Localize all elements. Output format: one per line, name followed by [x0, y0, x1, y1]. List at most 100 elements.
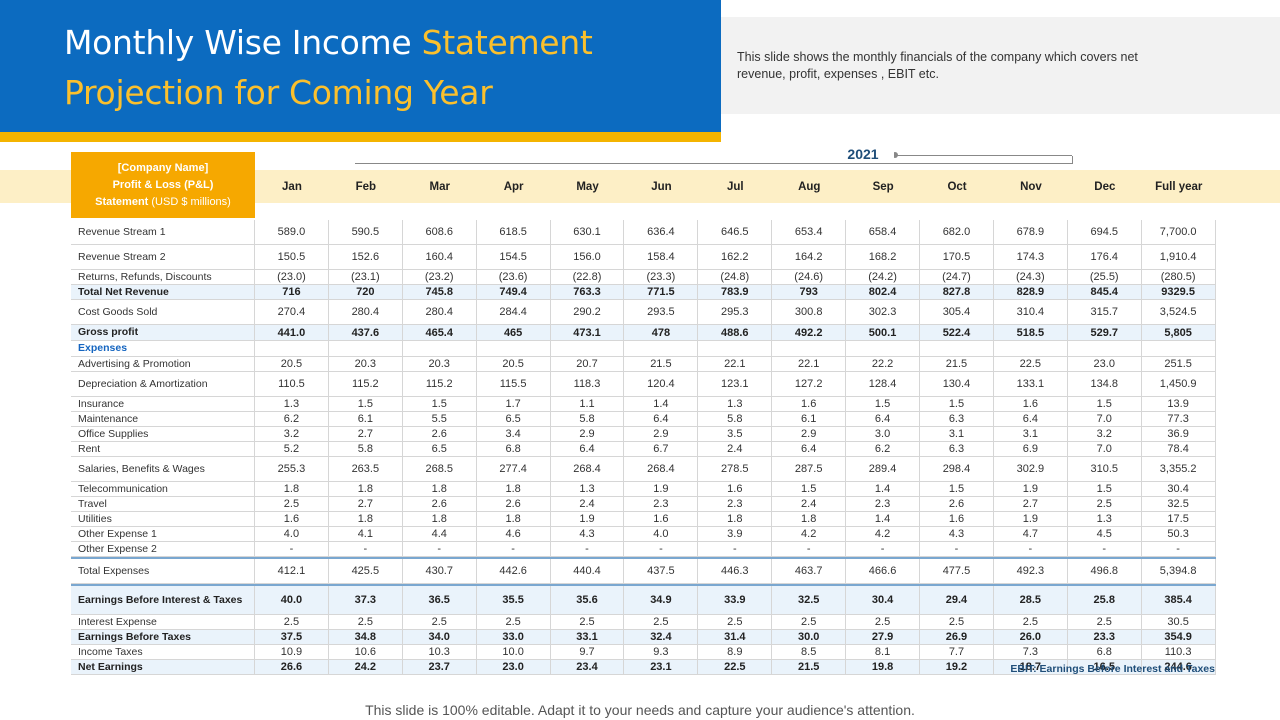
- table-cell: [255, 341, 329, 356]
- table-cell: 7.3: [994, 645, 1068, 659]
- table-row: Returns, Refunds, Discounts (23.0) (23.1)(…: [71, 270, 1216, 285]
- row-label: Other Expense 1: [71, 527, 255, 541]
- table-cell: 6.4: [772, 442, 847, 456]
- table-cell: 827.8: [920, 285, 994, 299]
- table-cell: 7.0: [1068, 412, 1142, 426]
- year-line-left: [355, 163, 1073, 164]
- table-cell: 496.8: [1068, 559, 1142, 583]
- table-cell: 6.9: [994, 442, 1068, 456]
- table-cell: 1.8: [255, 482, 329, 496]
- table-cell: 1.8: [477, 512, 551, 526]
- table-cell: -: [403, 542, 477, 556]
- table-cell: 29.4: [920, 586, 994, 614]
- table-cell: (23.6): [477, 270, 551, 284]
- table-cell: 31.4: [698, 630, 773, 644]
- table-cell: 10.0: [477, 645, 551, 659]
- row-label: Cost Goods Sold: [71, 300, 255, 324]
- table-cell: 518.5: [994, 325, 1068, 340]
- table-cell: 160.4: [403, 245, 477, 269]
- table-cell: 24.2: [329, 660, 403, 674]
- row-label: Interest Expense: [71, 615, 255, 629]
- table-cell: 5.5: [403, 412, 477, 426]
- row-label: Gross profit: [71, 325, 255, 340]
- table-cell: 2.4: [698, 442, 773, 456]
- table-cell: 37.3: [329, 586, 403, 614]
- row-label: Rent: [71, 442, 255, 456]
- title-part-3: Projection for Coming Year: [64, 73, 493, 112]
- table-cell: 268.4: [624, 457, 699, 481]
- table-cell: 694.5: [1068, 220, 1142, 244]
- table-cell: 305.4: [920, 300, 994, 324]
- table-cell: 2.5: [994, 615, 1068, 629]
- income-table: Revenue Stream 1 589.0 590.5 608.6 618.5 630.…: [71, 220, 1216, 675]
- table-row: Expenses: [71, 341, 1216, 357]
- table-cell: 500.1: [846, 325, 921, 340]
- table-cell: 30.4: [846, 586, 921, 614]
- row-label: Earnings Before Interest & Taxes: [71, 586, 255, 614]
- table-cell: 1.6: [772, 397, 847, 411]
- table-cell: 118.3: [551, 372, 625, 396]
- table-cell: 2.6: [403, 427, 477, 441]
- table-cell: 36.5: [403, 586, 477, 614]
- table-cell: [772, 341, 847, 356]
- table-cell: 20.5: [255, 357, 329, 371]
- table-cell: 263.5: [329, 457, 403, 481]
- table-cell: 6.2: [846, 442, 921, 456]
- table-cell: 1.8: [403, 482, 477, 496]
- table-cell: -: [994, 542, 1068, 556]
- table-cell: (23.1): [329, 270, 403, 284]
- company-pl-label: Profit & Loss (P&L): [112, 178, 214, 191]
- table-cell: 5,805: [1142, 325, 1216, 340]
- table-cell: 590.5: [329, 220, 403, 244]
- table-cell: 33.1: [551, 630, 625, 644]
- table-cell: [846, 341, 921, 356]
- title-part-2: Statement: [421, 23, 593, 62]
- table-cell: 636.4: [624, 220, 699, 244]
- column-header: May: [576, 180, 599, 193]
- table-cell: 30.4: [1142, 482, 1216, 496]
- table-cell: 1.5: [846, 397, 921, 411]
- title-part-1: Monthly Wise Income: [64, 23, 422, 62]
- table-cell: 1.6: [698, 482, 773, 496]
- table-cell: 2.6: [403, 497, 477, 511]
- table-cell: 36.9: [1142, 427, 1216, 441]
- table-cell: 492.2: [772, 325, 847, 340]
- row-label: Net Earnings: [71, 660, 255, 674]
- table-row: Depreciation & Amortization 110.5 115.2 115…: [71, 372, 1216, 397]
- column-header: Full year: [1155, 180, 1203, 193]
- table-cell: 13.9: [1142, 397, 1216, 411]
- table-cell: 10.6: [329, 645, 403, 659]
- table-cell: 287.5: [772, 457, 847, 481]
- table-cell: 2.5: [1068, 497, 1142, 511]
- table-cell: 23.0: [1068, 357, 1142, 371]
- table-cell: 2.4: [551, 497, 625, 511]
- table-cell: 6.4: [551, 442, 625, 456]
- table-cell: 133.1: [994, 372, 1068, 396]
- table-cell: 1.1: [551, 397, 625, 411]
- table-cell: 268.4: [551, 457, 625, 481]
- table-cell: 1.3: [698, 397, 773, 411]
- table-cell: 33.0: [477, 630, 551, 644]
- table-cell: 6.3: [920, 412, 994, 426]
- table-cell: [329, 341, 403, 356]
- table-cell: 630.1: [551, 220, 625, 244]
- table-cell: 522.4: [920, 325, 994, 340]
- table-cell: [920, 341, 994, 356]
- table-cell: 1.8: [329, 512, 403, 526]
- table-cell: 310.5: [1068, 457, 1142, 481]
- table-cell: 30.5: [1142, 615, 1216, 629]
- table-cell: 34.8: [329, 630, 403, 644]
- table-cell: 174.3: [994, 245, 1068, 269]
- table-cell: 168.2: [846, 245, 921, 269]
- table-cell: 8.1: [846, 645, 921, 659]
- table-cell: 4.6: [477, 527, 551, 541]
- table-cell: 300.8: [772, 300, 847, 324]
- table-cell: -: [772, 542, 847, 556]
- table-cell: 1.9: [994, 482, 1068, 496]
- table-cell: 290.2: [551, 300, 625, 324]
- table-cell: 720: [329, 285, 403, 299]
- table-cell: (22.8): [551, 270, 625, 284]
- table-cell: 2.5: [255, 615, 329, 629]
- table-cell: 2.3: [846, 497, 921, 511]
- row-label: Earnings Before Taxes: [71, 630, 255, 644]
